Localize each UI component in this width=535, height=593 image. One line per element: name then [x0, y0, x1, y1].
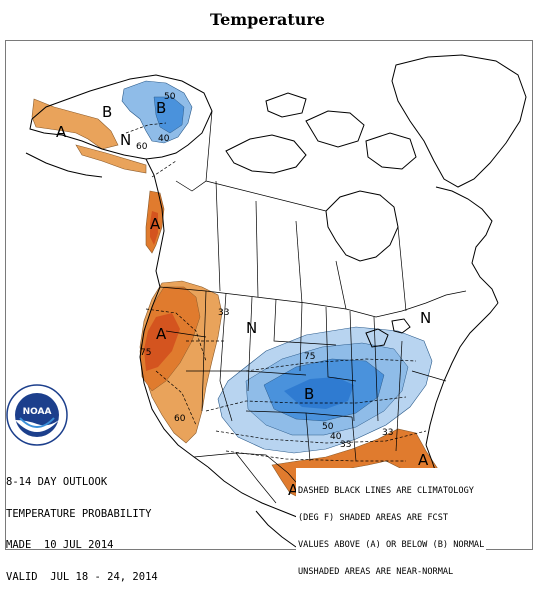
- iso-label-75-west: 75: [140, 348, 151, 358]
- area-below-alaska-core: [153, 96, 185, 134]
- iso-label-75-central: 75: [304, 352, 315, 362]
- letter-above-bc: A: [150, 215, 161, 233]
- page-title: Temperature: [210, 10, 325, 29]
- outlook-info-line: 8-14 DAY OUTLOOK: [6, 476, 108, 488]
- map-canvas: A B B N A A N N B A A 40 60 50 33 75 60 …: [25, 54, 527, 548]
- iso-label-40-central: 40: [330, 432, 342, 442]
- outlook-info-line: MADE 10 JUL 2014: [6, 539, 114, 551]
- iso-label-60-west: 60: [174, 414, 186, 424]
- legend-note-line: UNSHADED AREAS ARE NEAR-NORMAL: [298, 567, 454, 577]
- svg-text:NOAA: NOAA: [23, 407, 52, 417]
- letter-normal-central: N: [246, 319, 257, 337]
- probability-labels: 40 60 50 33 75 60 75 50 40 33 33: [136, 92, 393, 450]
- area-above-alaska-south: [75, 144, 147, 174]
- area-above-bc-core: [150, 211, 158, 245]
- area-below-central-strong: [284, 377, 354, 409]
- area-above-west-strong: [144, 313, 180, 371]
- letter-below-central: B: [304, 385, 314, 403]
- iso-label-33-west: 33: [218, 308, 229, 318]
- area-above-alaska-west: [31, 98, 119, 150]
- outlook-info: 8-14 DAY OUTLOOK TEMPERATURE PROBABILITY…: [6, 456, 158, 593]
- letter-above-alaska: A: [56, 123, 67, 141]
- iso-label-33-central: 33: [340, 440, 351, 450]
- iso-label-60-alaska: 60: [136, 142, 148, 152]
- iso-label-80-gulf: 33: [382, 428, 393, 438]
- outlook-map: A B B N A A N N B A A 40 60 50 33 75 60 …: [5, 40, 533, 550]
- legend-note-line: DASHED BLACK LINES ARE CLIMATOLOGY: [298, 486, 474, 496]
- legend-note: DASHED BLACK LINES ARE CLIMATOLOGY (DEG …: [296, 468, 487, 587]
- legend-note-line: (DEG F) SHADED AREAS ARE FCST: [298, 513, 449, 523]
- iso-label-50-central: 50: [322, 422, 334, 432]
- letter-below-alaska: B: [102, 103, 112, 121]
- letter-above-west: A: [156, 325, 167, 343]
- letter-above-florida: A: [418, 451, 429, 469]
- iso-label-50-alaska: 50: [164, 92, 176, 102]
- letter-above-texas: A: [288, 481, 299, 499]
- iso-label-40-alaska: 40: [158, 134, 170, 144]
- letter-normal-east: N: [420, 309, 431, 327]
- legend-note-line: VALUES ABOVE (A) OR BELOW (B) NORMAL: [298, 540, 485, 550]
- outlook-info-line: VALID JUL 18 - 24, 2014: [6, 570, 158, 583]
- political-boundaries: [159, 110, 467, 504]
- noaa-logo-icon: NOAA: [6, 384, 68, 446]
- climatology-lines: [125, 122, 427, 462]
- outlook-info-line: TEMPERATURE PROBABILITY: [6, 507, 152, 520]
- category-letters: A B B N A A N N B A A: [56, 99, 431, 499]
- letter-normal-alaska: N: [120, 131, 131, 149]
- letter-below-alaska-north: B: [156, 99, 166, 117]
